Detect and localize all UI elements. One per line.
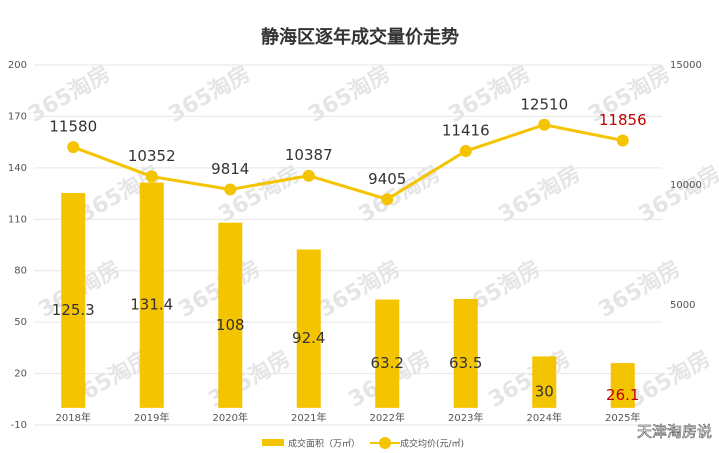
- y-tick-label: 80: [14, 266, 27, 277]
- point: [224, 183, 237, 196]
- line-value-label: 10352: [128, 147, 176, 165]
- bar: [296, 249, 321, 408]
- watermark: 365淘房: [444, 60, 535, 127]
- point: [67, 141, 80, 154]
- x-tick-label: 2024年: [527, 411, 562, 424]
- line-value-label: 11856: [599, 111, 647, 129]
- line-value-label: 10387: [285, 146, 333, 164]
- line-value-label: 11416: [442, 122, 490, 140]
- watermark: 365淘房: [594, 255, 685, 322]
- y2-tick-label: 5000: [670, 300, 695, 311]
- y2-tick-label: 15000: [670, 60, 702, 71]
- bar-value-label: 92.4: [292, 329, 325, 347]
- bar-value-label: 63.5: [449, 354, 482, 372]
- plot: -10 20 50 80 110 140 170 200 5000 10000 15000 2018年…: [8, 60, 702, 450]
- bar: [375, 299, 400, 408]
- watermark: 365淘房: [494, 160, 585, 227]
- bar-value-label: 108: [216, 316, 245, 334]
- y2-tick-label: 10000: [670, 180, 702, 191]
- legend-swatch: [262, 439, 284, 446]
- bar: [139, 182, 164, 408]
- x-tick-label: 2019年: [134, 411, 169, 424]
- point: [538, 118, 551, 131]
- bar: [218, 222, 243, 408]
- line-value-label: 11580: [49, 118, 97, 136]
- point: [616, 134, 629, 147]
- point: [145, 170, 158, 183]
- y-tick-label: 200: [8, 60, 27, 71]
- line-value-label: 9405: [368, 170, 406, 188]
- bar-value-label: 30: [535, 383, 554, 401]
- legend-swatch: [379, 437, 392, 449]
- bar-value-label: 26.1: [606, 386, 639, 404]
- y-tick-label: 170: [8, 111, 27, 122]
- x-tick-label: 2023年: [448, 411, 483, 424]
- watermark: 365淘房: [204, 345, 295, 412]
- y-tick-label: 20: [14, 369, 27, 380]
- legend-label: 成交均价(元/㎡): [400, 438, 464, 450]
- point: [381, 193, 394, 206]
- y-tick-label: 110: [8, 214, 27, 225]
- x-tick-label: 2020年: [213, 411, 248, 424]
- bar: [453, 299, 478, 408]
- watermark: 365淘房: [164, 60, 255, 127]
- bar-value-label: 125.3: [52, 301, 95, 319]
- bar: [532, 356, 557, 408]
- line-value-label: 12510: [520, 95, 568, 113]
- watermark: 365淘房: [484, 345, 575, 412]
- bar-value-label: 63.2: [371, 354, 404, 372]
- point: [302, 169, 315, 182]
- bar: [61, 193, 86, 408]
- line-value-label: 9814: [211, 160, 249, 178]
- y-tick-label: 50: [14, 317, 27, 328]
- x-tick-label: 2021年: [291, 411, 326, 424]
- legend-label: 成交面积（万㎡）: [288, 438, 360, 450]
- watermark: 365淘房: [304, 60, 395, 127]
- y-tick-label: -10: [11, 420, 27, 431]
- bar-value-label: 131.4: [130, 296, 173, 314]
- x-tick-label: 2025年: [605, 411, 640, 424]
- bar: [610, 363, 635, 408]
- y-tick-label: 140: [8, 163, 27, 174]
- source: 天津淘房说: [637, 423, 712, 441]
- x-tick-label: 2022年: [370, 411, 405, 424]
- point: [459, 145, 472, 158]
- chart-title: 静海区逐年成交量价走势: [261, 26, 459, 48]
- watermark: 365淘房: [634, 160, 719, 227]
- x-tick-label: 2018年: [56, 411, 91, 424]
- line: [72, 123, 624, 201]
